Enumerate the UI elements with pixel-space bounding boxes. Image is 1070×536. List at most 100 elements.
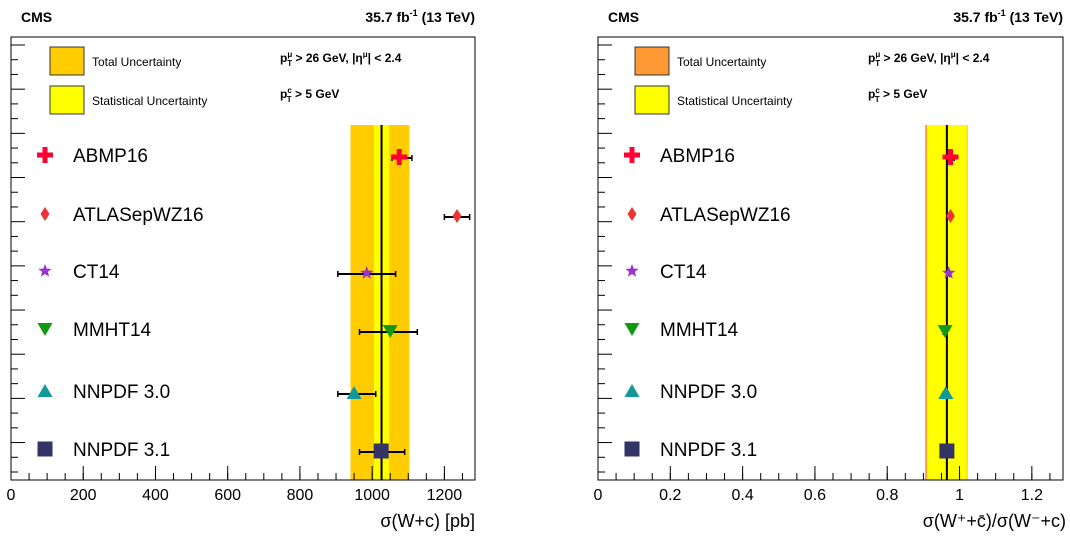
data-point xyxy=(346,386,362,399)
charm-cut-label-text: > 5 GeV xyxy=(292,87,340,101)
data-point xyxy=(942,266,956,279)
series-name: CT14 xyxy=(73,262,120,283)
series-name: ATLASepWZ16 xyxy=(73,205,204,226)
series-row: NNPDF 3.1 xyxy=(624,440,955,461)
muon-cut-label-sup: μ xyxy=(875,50,880,59)
legend-marker xyxy=(627,207,637,221)
series-row: ABMP16 xyxy=(624,146,959,167)
series-row: CT14 xyxy=(38,262,397,283)
series-row: NNPDF 3.0 xyxy=(624,382,954,403)
series-name: NNPDF 3.1 xyxy=(73,440,170,461)
experiment-label: CMS xyxy=(21,9,52,25)
legend-marker xyxy=(624,323,640,336)
muon-cut-label-text2: | < 2.4 xyxy=(368,51,402,65)
legend-marker xyxy=(624,441,640,457)
series-row: NNPDF 3.0 xyxy=(37,382,377,403)
charm-cut-label-text: > 5 GeV xyxy=(880,87,928,101)
charm-cut-label: pc T > 5 GeV xyxy=(868,86,927,104)
data-point xyxy=(938,386,954,399)
x-tick-label: 0.8 xyxy=(876,487,898,504)
muon-cut-label-sup2: μ xyxy=(363,50,368,59)
legend-marker xyxy=(625,264,639,277)
x-axis-label: σ(W⁺+c̄)/σ(W⁻+c) xyxy=(923,511,1066,531)
legend-total-swatch xyxy=(634,46,670,76)
charm-cut-label-sub: T xyxy=(875,95,880,104)
muon-cut-label-p: p xyxy=(868,51,875,65)
series-row: ATLASepWZ16 xyxy=(627,205,955,226)
luminosity-label: 35.7 fb-1 (13 TeV) xyxy=(365,8,475,25)
chart-panel-1: CMS 35.7 fb-1 (13 TeV) 0 200 400 600 800 1000 12… xyxy=(7,8,476,531)
series-name: NNPDF 3.0 xyxy=(660,382,757,403)
data-point xyxy=(373,443,389,459)
legend-stat-label: Statistical Uncertainty xyxy=(92,94,207,108)
data-point xyxy=(382,325,398,338)
series-name: ATLASepWZ16 xyxy=(660,205,791,226)
x-tick-label: 0 xyxy=(594,487,603,504)
data-point xyxy=(937,325,953,338)
series-name: NNPDF 3.1 xyxy=(660,440,757,461)
legend-stat-label: Statistical Uncertainty xyxy=(677,94,792,108)
plot-frame xyxy=(597,36,1064,481)
data-point xyxy=(939,443,955,459)
x-tick-label: 1000 xyxy=(354,487,390,504)
muon-cut-label: pμ T > 26 GeV, |ημ| < 2.4 xyxy=(868,50,990,68)
x-tick-label: 600 xyxy=(214,487,241,504)
legend-marker-h xyxy=(37,152,53,158)
charm-cut-label-p: p xyxy=(868,87,875,101)
legend-total-swatch xyxy=(49,46,85,76)
series-row: ABMP16 xyxy=(37,146,413,167)
data-point xyxy=(452,209,462,223)
data-point-h xyxy=(391,154,408,160)
series-name: CT14 xyxy=(660,262,707,283)
series-row: MMHT14 xyxy=(624,320,953,341)
data-point xyxy=(946,209,955,223)
x-tick-label: 0 xyxy=(7,487,16,504)
muon-cut-label-p: p xyxy=(280,51,287,65)
x-tick-label: 0.4 xyxy=(731,487,753,504)
muon-cut-label-text2: | < 2.4 xyxy=(956,51,990,65)
chart-panel-2: CMS 35.7 fb-1 (13 TeV) 0 0.2 0.4 0.6 0.8 1 1.2 σ(… xyxy=(594,8,1066,531)
series-name: MMHT14 xyxy=(660,320,739,341)
x-tick-label: 400 xyxy=(142,487,169,504)
legend-marker xyxy=(38,264,52,277)
legend-total-label: Total Uncertainty xyxy=(677,55,766,69)
legend-stat-swatch xyxy=(49,85,85,115)
data-point-h xyxy=(942,154,959,160)
charm-cut-label: pc T > 5 GeV xyxy=(280,86,339,104)
luminosity-value: 35.7 fb xyxy=(365,9,409,25)
x-tick-label: 0.6 xyxy=(804,487,826,504)
series-row: MMHT14 xyxy=(37,320,419,341)
charm-cut-label-sup: c xyxy=(287,86,292,95)
luminosity-exponent: -1 xyxy=(410,8,418,18)
muon-cut-label-sup2: μ xyxy=(951,50,956,59)
legend-total-label: Total Uncertainty xyxy=(92,55,181,69)
luminosity-label: 35.7 fb-1 (13 TeV) xyxy=(953,8,1063,25)
experiment-label: CMS xyxy=(608,9,639,25)
series-row: NNPDF 3.1 xyxy=(37,440,406,461)
series-name: NNPDF 3.0 xyxy=(73,382,170,403)
energy-value: (13 TeV) xyxy=(1006,9,1063,25)
series-row: ATLASepWZ16 xyxy=(40,205,471,226)
x-tick-label: 800 xyxy=(287,487,314,504)
luminosity-exponent: -1 xyxy=(998,8,1006,18)
charm-cut-label-p: p xyxy=(280,87,287,101)
series-name: ABMP16 xyxy=(660,146,735,167)
charm-cut-label-sup: c xyxy=(875,86,880,95)
series-name: MMHT14 xyxy=(73,320,152,341)
data-point xyxy=(360,266,374,279)
legend-marker xyxy=(40,207,50,221)
muon-cut-label-text: > 26 GeV, |η xyxy=(292,51,363,65)
luminosity-value: 35.7 fb xyxy=(953,9,997,25)
legend-marker-h xyxy=(624,152,640,158)
muon-cut-label-sup: μ xyxy=(287,50,292,59)
charm-cut-label-sub: T xyxy=(287,95,292,104)
x-axis-label: σ(W+c) [pb] xyxy=(380,511,475,531)
x-tick-label: 1200 xyxy=(427,487,463,504)
plot-frame xyxy=(10,36,476,481)
energy-value: (13 TeV) xyxy=(418,9,475,25)
x-tick-label: 200 xyxy=(70,487,97,504)
series-row: CT14 xyxy=(625,262,956,283)
legend-marker xyxy=(37,384,53,397)
